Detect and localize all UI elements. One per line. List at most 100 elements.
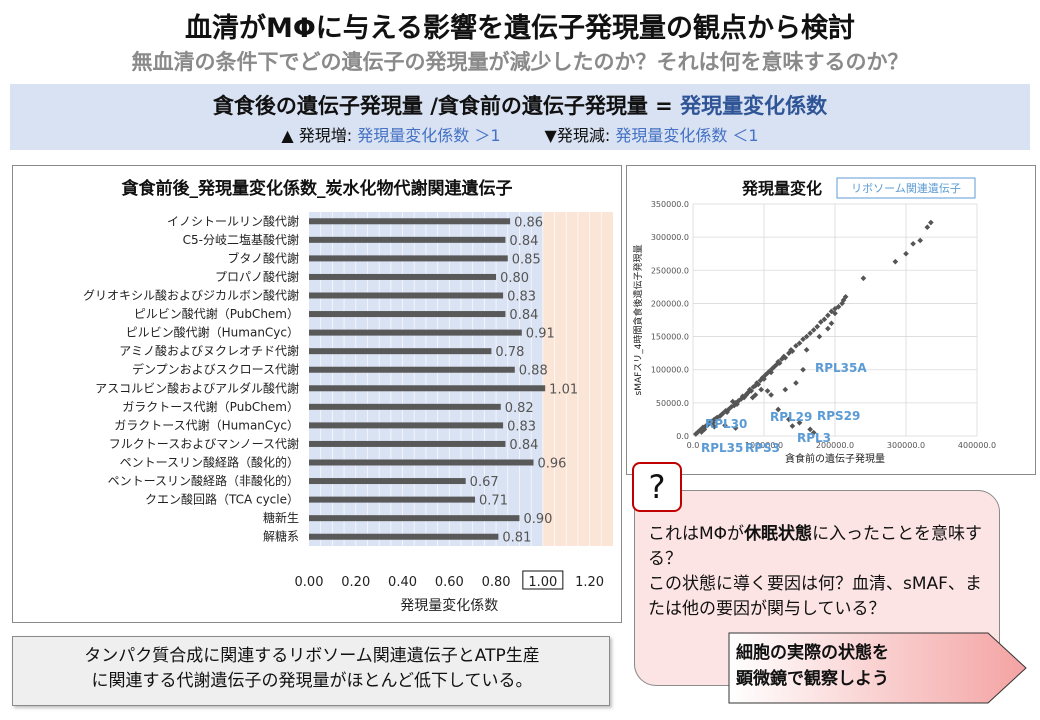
formula-right: 発現量変化係数 <box>680 94 828 118</box>
category-label: ペントースリン酸経路（酸化的） <box>120 455 299 470</box>
bar <box>309 403 501 410</box>
data-label: 0.85 <box>512 252 541 267</box>
scatter-point <box>782 386 789 393</box>
category-label: ピルビン酸代謝（HumanCyc） <box>126 325 299 340</box>
highlight-tick-box <box>522 570 564 590</box>
category-label: イノシトールリン酸代謝 <box>167 213 299 228</box>
bar <box>309 496 476 503</box>
formula-left: 貪食後の遺伝子発現量 /貪食前の遺伝子発現量 = <box>212 94 681 118</box>
scatter-point <box>814 323 821 330</box>
x-tick-label: 0.20 <box>341 575 370 590</box>
scatter-point <box>842 293 849 300</box>
category-label: ペントースリン酸経路（非酸化的） <box>108 473 299 488</box>
bar <box>309 422 504 429</box>
x-tick-label: 400000.0 <box>958 441 996 450</box>
annotation-label: RPL30 <box>705 417 747 431</box>
bar <box>309 533 499 540</box>
scatter-point <box>793 343 799 349</box>
annotation-label: RPL29 <box>770 410 812 424</box>
scatter-point <box>796 340 803 347</box>
question-text: これはMΦが休眠状態に入ったことを意味する？ この状態に導く要因は何？血清、sMA… <box>648 522 988 622</box>
category-label: プロパノ酸代謝 <box>215 269 299 284</box>
scatter-point <box>825 325 831 332</box>
page-title: 血清がMΦに与える影響を遺伝子発現量の観点から検討 <box>184 13 855 44</box>
x-tick-label: 0.40 <box>388 575 417 590</box>
x-tick-label: 0.00 <box>295 575 324 590</box>
scatter-point <box>712 415 719 422</box>
bar <box>309 366 515 373</box>
annotation-label: RPL3 <box>797 431 831 445</box>
data-label: 0.67 <box>470 475 499 490</box>
formula-band <box>10 84 1030 150</box>
up-label: ▲ 発現増: <box>281 126 358 145</box>
data-label: 0.91 <box>526 327 555 342</box>
bar-chart-panel: 貪食前後_発現量変化係数_炭水化物代謝関連遺伝子 イノシトールリン酸代謝 0.86 C… <box>12 165 622 623</box>
x-tick-label: 100000.0 <box>745 441 783 450</box>
scatter-point <box>793 380 799 386</box>
formula-line: 貪食後の遺伝子発現量 /貪食前の遺伝子発現量 = 発現量変化係数 <box>0 90 1040 120</box>
summary-box <box>12 636 610 706</box>
bar <box>309 385 546 392</box>
scatter-point <box>910 240 916 247</box>
x-tick-label: 0.80 <box>482 575 511 590</box>
y-axis-title: sMAFスリ_4時間貪食後遺伝子発現量 <box>632 244 644 395</box>
annotation-label: RPL35 <box>701 441 743 455</box>
scatter-point <box>776 360 783 366</box>
scatter-chart: 発現量変化 リボソーム関連遺伝子 0.0 50000.0 100000.0 150000.… <box>632 177 996 465</box>
annotation-label: RPS29 <box>817 409 860 423</box>
data-label: 0.84 <box>509 438 538 453</box>
y-tick-label: 300000.0 <box>651 233 689 242</box>
category-label: クエン酸回路（TCA cycle） <box>145 492 299 507</box>
data-label: 0.83 <box>507 290 536 305</box>
scatter-point <box>924 224 931 231</box>
legend-box <box>836 177 976 199</box>
scatter-point <box>803 333 810 340</box>
scatter-point <box>810 327 817 333</box>
bar <box>309 236 506 243</box>
y-tick-label: 350000.0 <box>651 200 689 209</box>
scatter-point <box>816 333 823 340</box>
bar <box>309 311 506 318</box>
scatter-point <box>903 250 909 257</box>
category-label: フルクトースおよびマンノース代謝 <box>109 436 299 451</box>
x-axis-title: 発現量変化係数 <box>400 597 498 614</box>
scatter-point <box>789 423 796 429</box>
scatter-point <box>768 392 774 398</box>
scatter-point <box>748 388 755 394</box>
scatter-point <box>803 347 810 353</box>
scatter-point <box>928 219 934 226</box>
y-tick-label: 200000.0 <box>651 299 689 308</box>
data-label: 0.71 <box>479 494 508 509</box>
y-tick-label: 250000.0 <box>651 266 689 275</box>
scatter-point <box>796 419 803 426</box>
scatter-point <box>786 416 792 423</box>
down-value: 発現量変化係数 ＜1 <box>615 126 759 145</box>
x-tick-label: 1.20 <box>575 575 604 590</box>
question-text-bold: 休眠状態 <box>744 524 813 544</box>
question-text-pre: これはMΦが <box>648 524 745 544</box>
category-label: C5-分岐二塩基酸代謝 <box>183 232 299 247</box>
scatter-point <box>825 312 831 319</box>
scatter-point <box>917 237 924 244</box>
y-tick-label: 150000.0 <box>651 333 689 342</box>
data-label: 0.90 <box>523 512 552 527</box>
bar <box>309 255 508 262</box>
category-label: ブタノ酸代謝 <box>227 250 299 265</box>
scatter-title: 発現量変化 <box>741 179 822 198</box>
legend-label: リボソーム関連遺伝子 <box>851 181 961 195</box>
y-tick-label: 50000.0 <box>656 399 689 408</box>
scatter-point <box>892 258 899 265</box>
category-label: ガラクトース代謝（PubChem） <box>122 399 299 414</box>
data-label: 0.84 <box>509 234 538 249</box>
x-tick-label: 0.0 <box>687 441 700 450</box>
category-label: 解糖系 <box>263 529 299 544</box>
down-label: ▼発現減: <box>544 126 616 145</box>
summary-text: タンパク質合成に関連するリボソーム関連遺伝子とATP生産 に関連する代謝遺伝子の発… <box>22 644 602 694</box>
question-mark-icon: ? <box>632 462 682 512</box>
observe-arrow-icon <box>728 632 1027 704</box>
summary-line-2: に関連する代謝遺伝子の発現量がほとんど低下している。 <box>91 671 533 691</box>
data-label: 0.88 <box>519 364 548 379</box>
x-tick-label: 0.60 <box>435 575 464 590</box>
x-tick-label: 300000.0 <box>887 441 925 450</box>
